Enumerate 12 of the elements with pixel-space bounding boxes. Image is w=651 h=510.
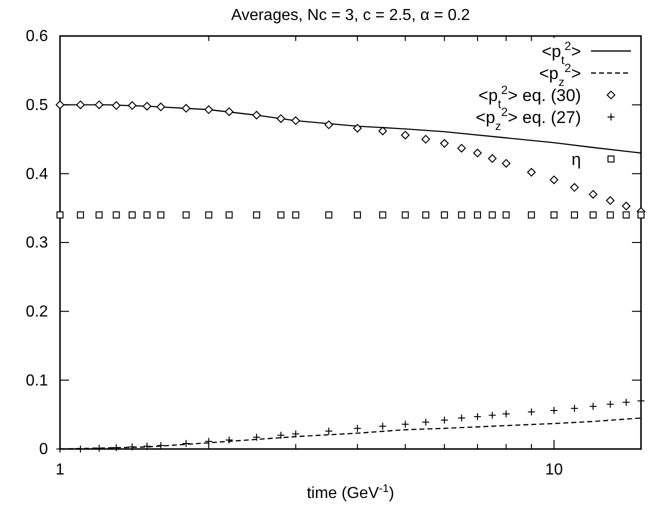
x-tick-label: 10	[545, 461, 564, 478]
chart-title: Averages, Nc = 3, c = 2.5, α = 0.2	[231, 7, 470, 24]
y-tick-label: 0.4	[26, 166, 48, 183]
y-tick-label: 0.1	[26, 372, 48, 390]
y-tick-label: 0	[39, 441, 48, 458]
y-tick-label: 0.2	[26, 303, 48, 320]
y-tick-label: 0.6	[26, 28, 48, 46]
y-tick-label: 0.5	[26, 96, 48, 114]
legend-label: η	[572, 150, 581, 169]
y-tick-label: 0.3	[26, 234, 48, 252]
x-tick-label: 1	[56, 461, 65, 478]
x-axis-title: time (GeV$^{-1}$)	[306, 483, 394, 502]
